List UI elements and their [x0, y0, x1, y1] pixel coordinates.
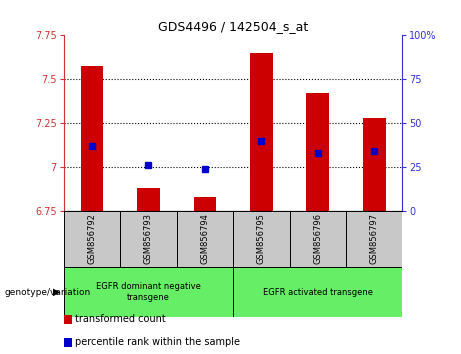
Bar	[81, 66, 103, 211]
Bar	[233, 211, 290, 267]
Text: EGFR activated transgene: EGFR activated transgene	[263, 287, 373, 297]
Title: GDS4496 / 142504_s_at: GDS4496 / 142504_s_at	[158, 20, 308, 33]
Bar	[307, 93, 329, 211]
Bar	[137, 188, 160, 211]
Text: percentile rank within the sample: percentile rank within the sample	[75, 337, 240, 347]
Bar	[64, 211, 120, 267]
Bar	[233, 267, 402, 317]
Bar	[64, 267, 233, 317]
Text: GSM856797: GSM856797	[370, 213, 379, 264]
Text: GSM856795: GSM856795	[257, 213, 266, 264]
Text: transformed count: transformed count	[75, 314, 166, 324]
Text: genotype/variation: genotype/variation	[5, 287, 91, 297]
Text: EGFR dominant negative
transgene: EGFR dominant negative transgene	[96, 282, 201, 302]
Text: GSM856794: GSM856794	[200, 213, 209, 264]
Text: GSM856793: GSM856793	[144, 213, 153, 264]
Bar	[346, 211, 402, 267]
Bar	[290, 211, 346, 267]
Text: GSM856796: GSM856796	[313, 213, 322, 264]
Bar	[194, 196, 216, 211]
Bar	[177, 211, 233, 267]
Bar	[120, 211, 177, 267]
Bar	[250, 53, 272, 211]
Bar	[363, 118, 385, 211]
Text: GSM856792: GSM856792	[87, 213, 96, 264]
Text: ▶: ▶	[53, 287, 60, 297]
